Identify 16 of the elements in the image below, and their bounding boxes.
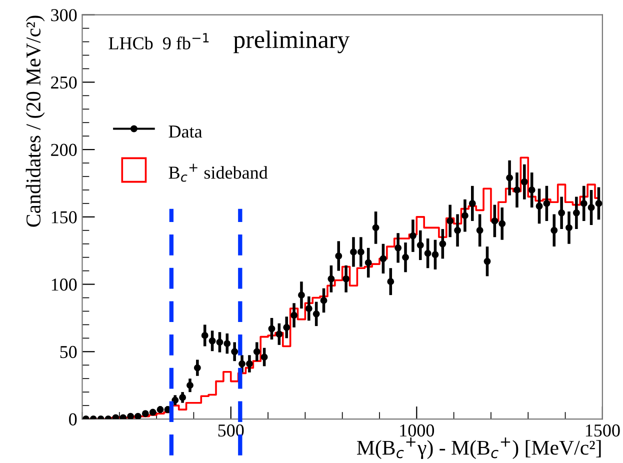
y-tick-label: 250	[51, 76, 77, 89]
x-axis-title: M(B$_{c}$$^{+}$γ) - M(B$_{c}$$^{+}$) [MeV/c²]	[357, 437, 601, 460]
x-tick-label: 1000	[400, 424, 434, 437]
y-tick-label: 200	[51, 144, 77, 156]
x-tick-label: 1500	[586, 424, 620, 437]
y-tick-label: 50	[60, 346, 77, 358]
y-tick-label: 0	[69, 413, 77, 426]
y-tick-label: 150	[52, 211, 77, 224]
y-tick-label: 300	[51, 9, 77, 22]
y-axis-title: Candidates / (20 MeV/c²)	[26, 16, 45, 227]
legend-label: B$_{c}$$^{+}$ sideband	[168, 164, 268, 182]
annotation: preliminary	[234, 30, 350, 54]
legend-label: Data	[168, 126, 202, 138]
x-tick-label: 500	[218, 424, 244, 437]
annotation: LHCb 9 fb$^{−1}$	[108, 33, 209, 50]
y-tick-label: 100	[52, 278, 77, 291]
